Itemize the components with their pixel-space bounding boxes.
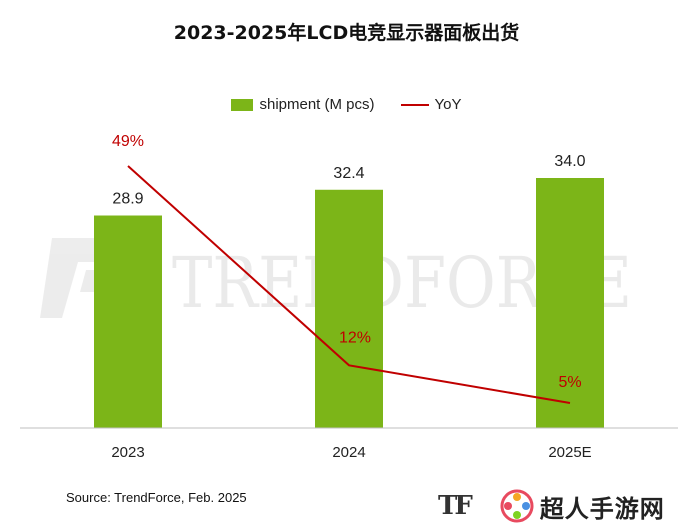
bar-label-2024: 32.4	[333, 165, 364, 182]
site-watermark: TF 超人手游网	[438, 480, 693, 532]
yoy-line	[127, 165, 571, 404]
bar-label-2025E: 34.0	[554, 153, 585, 170]
legend-item-shipment: shipment (M pcs)	[231, 96, 375, 113]
trendforce-logo: TF	[438, 491, 473, 521]
legend-swatch-yoy	[400, 103, 429, 106]
legend: shipment (M pcs) YoY	[0, 96, 693, 113]
bar-2024	[315, 189, 383, 428]
yoy-label-2025E: 5%	[558, 374, 581, 391]
bar-2023	[94, 215, 162, 428]
legend-label-shipment: shipment (M pcs)	[259, 96, 375, 113]
x-tick-2025E: 2025E	[548, 444, 591, 461]
legend-label-yoy: YoY	[434, 96, 462, 113]
site-name: 超人手游网	[539, 494, 665, 523]
x-tick-2023: 2023	[111, 444, 144, 461]
chart-title: 2023-2025年LCD电竞显示器面板出货	[173, 22, 520, 44]
bar-2025E	[536, 178, 604, 428]
game-controller-icon	[500, 489, 534, 523]
legend-item-yoy: YoY	[400, 96, 462, 113]
yoy-label-2023: 49%	[112, 133, 144, 150]
x-tick-2024: 2024	[332, 444, 365, 461]
source-note: Source: TrendForce, Feb. 2025	[66, 490, 247, 505]
bar-label-2023: 28.9	[112, 191, 143, 208]
yoy-label-2024: 12%	[339, 329, 371, 346]
legend-swatch-shipment	[231, 98, 254, 111]
